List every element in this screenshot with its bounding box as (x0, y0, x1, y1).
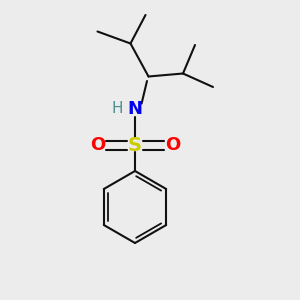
Text: O: O (90, 136, 105, 154)
Text: O: O (165, 136, 180, 154)
Text: H: H (111, 100, 123, 116)
Text: N: N (128, 100, 142, 118)
Text: S: S (128, 136, 142, 155)
